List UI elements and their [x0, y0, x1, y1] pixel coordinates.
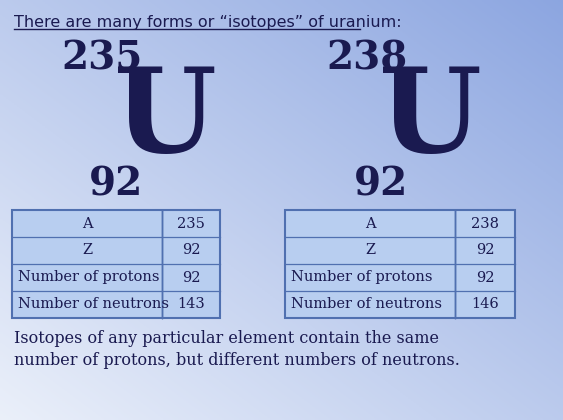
Text: 92: 92 — [476, 244, 494, 257]
Text: Z: Z — [365, 244, 375, 257]
Text: Isotopes of any particular element contain the same: Isotopes of any particular element conta… — [14, 330, 439, 347]
Text: 143: 143 — [177, 297, 205, 312]
Text: 238: 238 — [471, 216, 499, 231]
Text: Number of neutrons: Number of neutrons — [18, 297, 169, 312]
Text: Number of neutrons: Number of neutrons — [291, 297, 442, 312]
Text: 92: 92 — [476, 270, 494, 284]
Text: Number of protons: Number of protons — [291, 270, 432, 284]
Text: Number of protons: Number of protons — [18, 270, 159, 284]
Text: 238: 238 — [327, 39, 408, 77]
Text: 92: 92 — [89, 165, 143, 203]
Bar — [285, 210, 515, 318]
Text: There are many forms or “isotopes” of uranium:: There are many forms or “isotopes” of ur… — [14, 15, 401, 30]
Text: 146: 146 — [471, 297, 499, 312]
Text: 92: 92 — [354, 165, 408, 203]
Text: U: U — [114, 63, 216, 178]
Text: A: A — [365, 216, 376, 231]
Text: 235: 235 — [61, 39, 143, 77]
Text: Z: Z — [82, 244, 92, 257]
Text: 92: 92 — [182, 244, 200, 257]
Text: 92: 92 — [182, 270, 200, 284]
Text: A: A — [82, 216, 92, 231]
Text: number of protons, but different numbers of neutrons.: number of protons, but different numbers… — [14, 352, 460, 369]
Bar — [12, 210, 220, 318]
Text: U: U — [378, 63, 481, 178]
Text: 235: 235 — [177, 216, 205, 231]
